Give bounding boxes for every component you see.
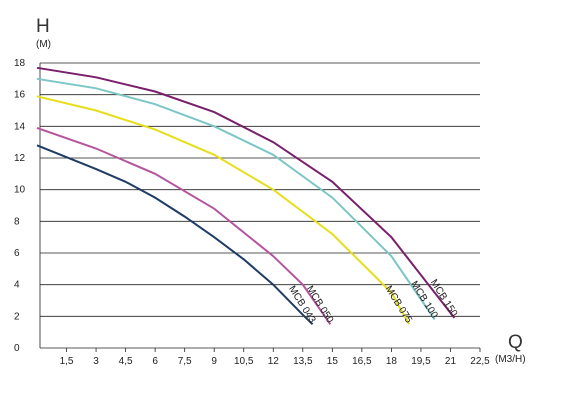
- x-tick-label: 22,5: [470, 356, 490, 367]
- x-tick-label: 13,5: [293, 356, 313, 367]
- curve: [36, 66, 456, 319]
- x-axis-unit: (M3/H): [495, 354, 526, 365]
- x-tick-label: 16,5: [352, 356, 372, 367]
- y-tick-label: 18: [14, 58, 26, 69]
- y-tick-label: 12: [14, 153, 26, 164]
- y-axis-unit: (M): [36, 39, 51, 50]
- x-tick-label: 7,5: [178, 356, 192, 367]
- curve: [36, 144, 314, 326]
- x-tick-label: 21: [445, 356, 457, 367]
- x-tick-label: 18: [386, 356, 398, 367]
- y-tick-label: 6: [14, 248, 20, 259]
- x-tick-label: 4,5: [119, 356, 133, 367]
- y-tick-label: 16: [14, 90, 26, 101]
- y-tick-label: 10: [14, 185, 26, 196]
- x-tick-label: 3: [93, 356, 99, 367]
- x-tick-label: 1,5: [60, 356, 74, 367]
- y-tick-label: 2: [14, 311, 20, 322]
- x-tick-label: 12: [268, 356, 280, 367]
- x-tick-label: 9: [211, 356, 217, 367]
- curve: [36, 77, 436, 321]
- x-tick-label: 10,5: [234, 356, 254, 367]
- x-axis-label: Q: [508, 332, 523, 353]
- y-axis-label: H: [36, 16, 50, 37]
- x-tick-label: 19,5: [411, 356, 431, 367]
- y-tick-label: 4: [14, 280, 20, 291]
- y-tick-label: 0: [14, 343, 20, 354]
- curve: [36, 126, 332, 325]
- curve-label: MCB 075: [383, 284, 415, 326]
- curve: [36, 95, 410, 325]
- y-tick-label: 8: [14, 216, 20, 227]
- y-tick-label: 14: [14, 121, 26, 132]
- x-tick-label: 15: [327, 356, 339, 367]
- x-tick-label: 6: [152, 356, 158, 367]
